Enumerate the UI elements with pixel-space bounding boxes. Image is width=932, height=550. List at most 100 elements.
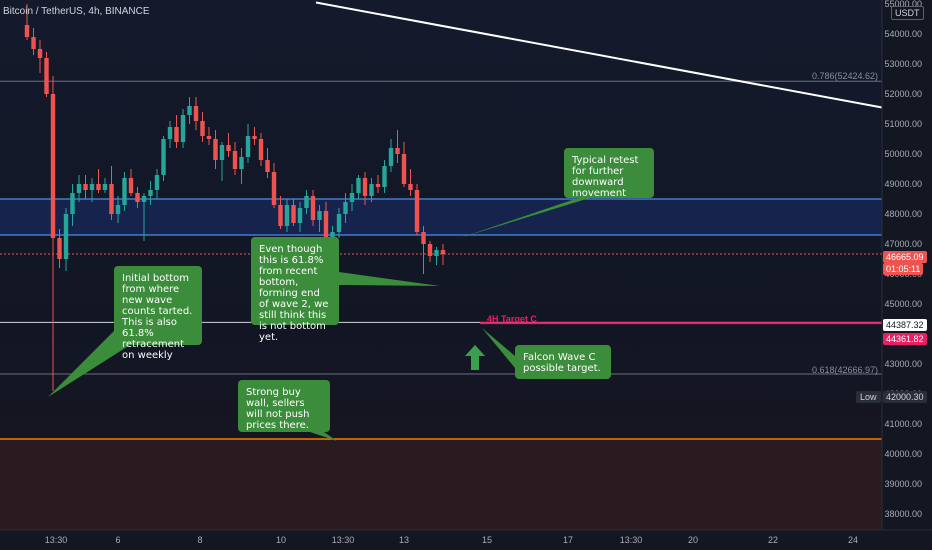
- candle-body: [284, 205, 290, 226]
- candle-body: [245, 136, 251, 157]
- callout-pointer-wave2: [339, 272, 440, 286]
- candle-body: [304, 196, 309, 208]
- candle-body: [278, 205, 283, 226]
- candle-body: [265, 160, 270, 172]
- candle-body: [323, 211, 329, 241]
- y-tick-label: 47000.00: [884, 239, 922, 249]
- candle-body: [356, 178, 361, 193]
- trendline: [315, 1, 883, 109]
- chart-title: Bitcoin / TetherUS, 4h, BINANCE: [3, 6, 150, 17]
- candle-body: [206, 136, 212, 139]
- low-label: Low: [856, 391, 881, 403]
- y-tick-label: 41000.00: [884, 419, 922, 429]
- candle-body: [434, 250, 439, 256]
- candle-body: [395, 148, 400, 154]
- fib-0786-label: 0.786(52424.62): [812, 71, 879, 81]
- candle-body: [388, 148, 394, 166]
- x-tick-label: 20: [688, 535, 698, 545]
- target-price-badge: 44361.82: [883, 333, 927, 345]
- candle-body: [76, 184, 82, 193]
- y-tick-label: 52000.00: [884, 89, 922, 99]
- x-tick-label: 13:30: [45, 535, 68, 545]
- line-price-badge: 44387.32: [883, 319, 927, 331]
- candle-body: [122, 178, 127, 205]
- candle-body: [401, 154, 407, 184]
- candle-body: [89, 184, 95, 190]
- candle-body: [232, 151, 238, 169]
- callout-pointer-retest: [460, 196, 596, 238]
- note-initial-bottom[interactable]: Initial bottom from where new wave count…: [114, 266, 202, 361]
- candle-body: [141, 196, 147, 202]
- candle-body: [375, 184, 381, 187]
- y-tick-label: 55000.00: [884, 0, 922, 9]
- y-tick-label: 50000.00: [884, 149, 922, 159]
- up-arrow-icon: [465, 345, 485, 370]
- low-price-badge: 42000.30: [883, 391, 927, 403]
- currency-button[interactable]: USDT: [891, 6, 924, 20]
- candle-body: [200, 121, 205, 136]
- x-tick-label: 6: [115, 535, 120, 545]
- candle-body: [414, 190, 420, 232]
- candle-body: [128, 178, 134, 193]
- candle-body: [96, 184, 101, 190]
- candle-body: [174, 127, 179, 142]
- callout-pointer-buywall: [310, 432, 337, 441]
- candle-body: [427, 244, 433, 256]
- y-tick-label: 45000.00: [884, 299, 922, 309]
- y-tick-label: 38000.00: [884, 509, 922, 519]
- time-axis: [0, 530, 932, 550]
- x-tick-label: 13: [399, 535, 409, 545]
- candle-body: [440, 250, 446, 255]
- x-tick-label: 13:30: [620, 535, 643, 545]
- candle-body: [252, 136, 257, 139]
- price-axis: [882, 0, 932, 550]
- y-tick-label: 49000.00: [884, 179, 922, 189]
- candle-body: [219, 145, 225, 160]
- resistance-zone: [0, 199, 882, 235]
- candle-body: [57, 238, 62, 259]
- candle-body: [180, 115, 186, 142]
- candle-body: [336, 214, 342, 232]
- x-tick-label: 15: [482, 535, 492, 545]
- candle-body: [70, 193, 75, 214]
- candle-body: [193, 106, 199, 121]
- y-tick-label: 53000.00: [884, 59, 922, 69]
- countdown-badge: 01:05:11: [883, 263, 924, 275]
- candle-body: [213, 139, 218, 160]
- x-tick-label: 24: [848, 535, 858, 545]
- target-c-label: 4H Target C: [487, 314, 537, 324]
- candle-body: [239, 157, 244, 169]
- x-tick-label: 13:30: [332, 535, 355, 545]
- x-tick-label: 22: [768, 535, 778, 545]
- candle-body: [343, 202, 348, 214]
- candle-body: [271, 172, 277, 205]
- candle-body: [31, 37, 36, 49]
- candle-body: [362, 178, 368, 196]
- candle-body: [109, 184, 114, 214]
- candle-body: [63, 214, 69, 259]
- x-tick-label: 17: [563, 535, 573, 545]
- note-retest[interactable]: Typical retest for further downward move…: [564, 148, 654, 199]
- note-falcon-wave-c[interactable]: Falcon Wave C possible target.: [515, 345, 611, 379]
- candle-body: [135, 193, 140, 202]
- candle-body: [369, 184, 374, 196]
- candle-body: [187, 106, 192, 115]
- candle-body: [408, 184, 413, 190]
- callout-pointer-falcon: [482, 328, 515, 368]
- candle-body: [24, 25, 30, 37]
- x-tick-label: 8: [197, 535, 202, 545]
- candle-body: [330, 232, 335, 241]
- candle-body: [50, 94, 56, 238]
- candle-body: [161, 139, 166, 175]
- candle-body: [421, 232, 426, 244]
- y-tick-label: 48000.00: [884, 209, 922, 219]
- candle-body: [226, 145, 231, 151]
- candle-body: [317, 211, 322, 220]
- candle-body: [297, 208, 303, 223]
- note-buy-wall[interactable]: Strong buy wall, sellers will not push p…: [238, 380, 330, 432]
- y-tick-label: 43000.00: [884, 359, 922, 369]
- note-wave2[interactable]: Even though this is 61.8% from recent bo…: [251, 237, 339, 343]
- callout-pointer-initial: [48, 331, 130, 397]
